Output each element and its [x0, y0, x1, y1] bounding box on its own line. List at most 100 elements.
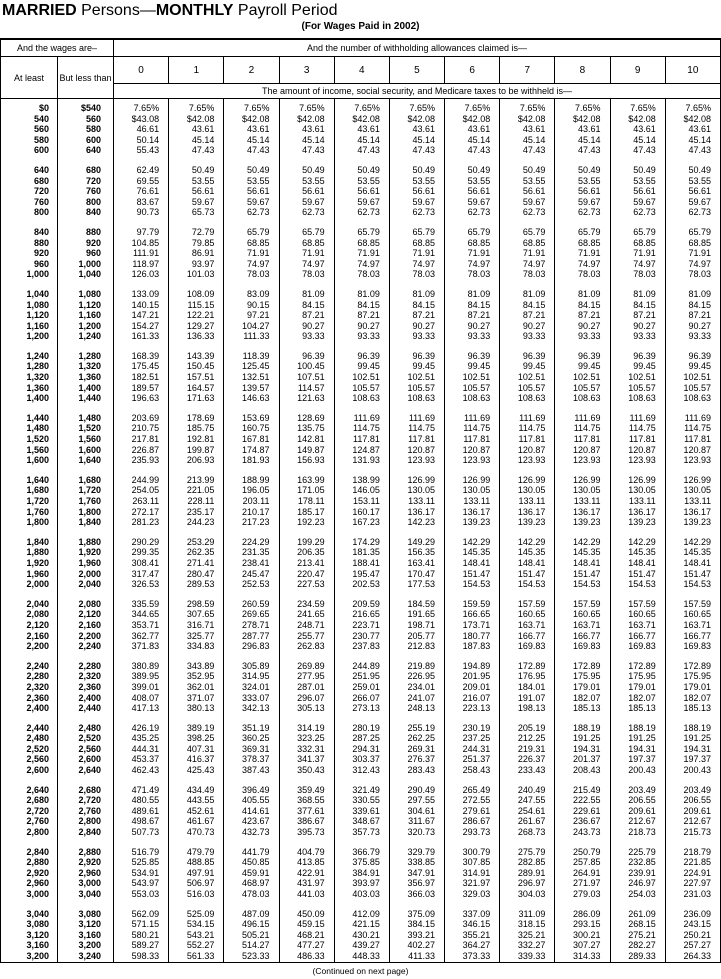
- tax-amount-cell: 552.27: [168, 940, 224, 951]
- tax-amount-cell: 257.27: [664, 940, 721, 951]
- table-row: 1,040 1,080 133.09 108.09 83.09 81.09 81.09 81.…: [1, 288, 721, 300]
- tax-amount-cell: 396.49: [223, 784, 280, 796]
- wage-but-less-cell: 2,960: [57, 867, 114, 879]
- tax-amount-cell: 139.23: [554, 517, 611, 528]
- spacer-cell: [388, 775, 445, 785]
- spacer-cell: [57, 775, 114, 785]
- tax-amount-cell: 59.67: [278, 196, 335, 208]
- spacer-cell: [444, 403, 500, 413]
- tax-amount-cell: 275.79: [499, 846, 555, 858]
- table-row: 1,760 1,800 272.17 235.17 210.17 185.17 160.17…: [1, 506, 721, 518]
- tax-amount-cell: 196.05: [223, 485, 280, 496]
- tax-amount-cell: 387.43: [223, 765, 280, 776]
- tax-amount-cell: 142.23: [388, 517, 445, 528]
- wage-at-least-cell: 1,920: [26, 557, 49, 568]
- tax-amount-cell: 166.77: [554, 630, 611, 642]
- tax-amount-cell: 150.45: [168, 361, 224, 373]
- tax-amount-cell: 210.17: [223, 506, 280, 518]
- tax-amount-cell: 133.11: [499, 496, 555, 507]
- tax-amount-cell: 279.03: [554, 889, 611, 900]
- wage-but-less-cell: 3,200: [57, 940, 114, 951]
- tax-amount-cell: 479.79: [168, 846, 224, 858]
- tax-amount-cell: 87.21: [554, 310, 611, 321]
- tax-amount-cell: 219.31: [499, 743, 555, 755]
- spacer-cell: [444, 217, 500, 227]
- tax-amount-cell: 84.15: [444, 299, 500, 311]
- tax-amount-cell: 99.45: [333, 361, 390, 373]
- tax-amount-cell: 99.45: [664, 361, 721, 373]
- table-row: 2,600 2,640 462.43 425.43 387.43 350.43 312.43…: [1, 765, 721, 776]
- tax-amount-cell: 598.33: [112, 950, 169, 963]
- tax-amount-cell: 90.27: [333, 320, 390, 332]
- tax-amount-cell: 191.25: [609, 733, 666, 744]
- tax-amount-cell: 43.61: [223, 124, 280, 135]
- tax-amount-cell: 281.23: [112, 517, 169, 528]
- tax-amount-cell: 182.07: [609, 692, 666, 704]
- wage-at-least-cell: 1,320: [26, 372, 49, 383]
- tax-amount-cell: 431.97: [278, 878, 335, 889]
- spacer-cell: [278, 837, 335, 847]
- tax-amount-cell: 90.15: [223, 299, 280, 311]
- tax-amount-cell: 114.75: [554, 423, 611, 435]
- wage-at-least-cell: 3,040: [26, 908, 49, 919]
- spacer-cell: [664, 98, 721, 103]
- tax-amount-cell: $42.08: [168, 113, 224, 125]
- tax-amount-cell: 148.41: [444, 557, 500, 569]
- table-row: 2,720 2,760 489.61 452.61 414.61 377.61 339.61…: [1, 805, 721, 817]
- wage-at-least-cell: 2,120: [26, 619, 49, 630]
- tax-amount-cell: 148.41: [609, 557, 666, 569]
- tax-amount-cell: $42.08: [554, 113, 611, 125]
- tax-amount-cell: 371.07: [168, 692, 224, 704]
- tax-amount-cell: 81.09: [664, 288, 721, 300]
- tax-amount-cell: 312.43: [333, 765, 390, 776]
- wage-but-less-cell: 3,080: [57, 908, 114, 920]
- tax-amount-cell: 65.73: [168, 207, 224, 218]
- table-row: 2,360 2,400 408.07 371.07 333.07 296.07 266.07…: [1, 692, 721, 704]
- tax-amount-cell: 223.13: [444, 703, 500, 714]
- wage-but-less-cell: 640: [57, 145, 114, 156]
- tax-amount-cell: 45.14: [388, 134, 445, 146]
- tax-amount-cell: 90.27: [278, 320, 335, 332]
- tax-amount-cell: 299.35: [112, 547, 169, 558]
- tax-amount-cell: 171.63: [168, 393, 224, 404]
- tax-amount-cell: 102.51: [499, 372, 555, 383]
- tax-amount-cell: 45.14: [444, 134, 500, 146]
- tax-amount-cell: 142.29: [554, 536, 611, 548]
- tax-amount-cell: 87.21: [388, 310, 445, 321]
- tax-amount-cell: 197.37: [664, 754, 721, 766]
- table-row: 760 800 83.67 59.67 59.67 59.67 59.67 59.67 59.6…: [1, 196, 721, 208]
- wage-at-least-cell: 2,320: [26, 681, 49, 692]
- spacer-cell: [444, 527, 500, 537]
- tax-amount-cell: 154.53: [664, 579, 721, 590]
- tax-amount-cell: 450.85: [223, 857, 280, 868]
- spacer-cell: [168, 837, 224, 847]
- wage-but-less-cell: 600: [57, 134, 114, 146]
- tax-amount-cell: 160.65: [664, 609, 721, 620]
- tax-amount-cell: 198.13: [499, 703, 555, 714]
- tax-amount-cell: 151.47: [664, 568, 721, 580]
- tax-amount-cell: 200.43: [609, 765, 666, 776]
- wage-at-least-cell: 1,480: [26, 423, 49, 434]
- tax-amount-cell: 287.77: [223, 630, 280, 642]
- tax-amount-cell: 84.15: [609, 299, 666, 311]
- tax-amount-cell: 123.93: [499, 455, 555, 466]
- wage-at-least-cell: 1,720: [26, 496, 49, 506]
- tax-amount-cell: 53.55: [664, 175, 721, 187]
- spacer-cell: [223, 527, 280, 537]
- wage-but-less-cell: 1,440: [57, 393, 114, 404]
- tax-amount-cell: 47.43: [168, 145, 224, 156]
- tax-amount-cell: 45.14: [499, 134, 555, 146]
- tax-amount-cell: 160.17: [333, 506, 390, 518]
- spacer-cell: [57, 837, 114, 847]
- tax-amount-cell: 393.21: [388, 929, 445, 941]
- tax-amount-cell: 459.91: [223, 867, 280, 879]
- tax-amount-cell: 174.87: [223, 444, 280, 456]
- tax-amount-cell: 213.41: [278, 557, 335, 569]
- tax-amount-cell: 175.95: [664, 671, 721, 682]
- tax-amount-cell: 154.27: [112, 320, 169, 332]
- tax-amount-cell: 93.97: [168, 258, 224, 270]
- tax-amount-cell: 56.61: [554, 186, 611, 197]
- spacer-cell: [388, 98, 445, 103]
- tax-amount-cell: 265.49: [444, 784, 500, 796]
- tax-amount-cell: 277.95: [278, 671, 335, 682]
